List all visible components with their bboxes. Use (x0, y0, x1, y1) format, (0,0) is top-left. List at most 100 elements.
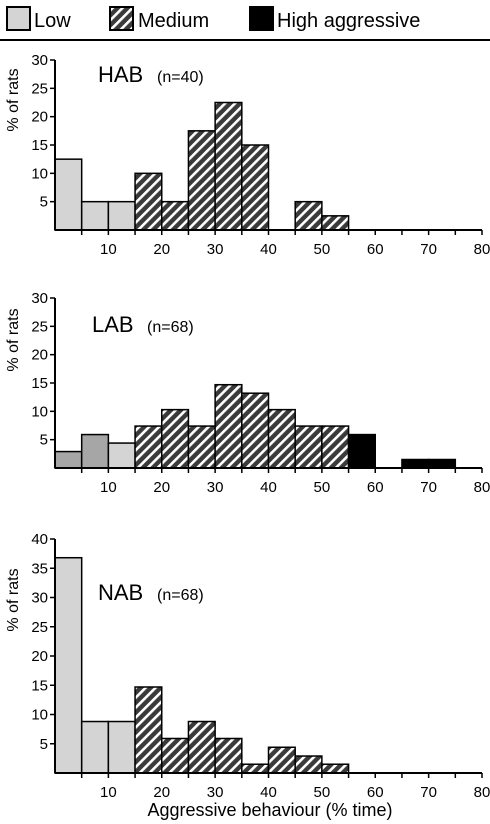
x-tick-label: 70 (420, 241, 437, 258)
x-tick-label: 30 (207, 479, 224, 496)
histogram-bar-low (80, 720, 110, 774)
histogram-bar-low (107, 442, 136, 469)
y-tick-label: 25 (31, 80, 48, 97)
y-tick-label: 30 (31, 52, 48, 69)
x-tick-label: 10 (100, 479, 117, 496)
x-tick-label: 60 (367, 241, 384, 258)
x-tick-label: 30 (207, 241, 224, 258)
x-tick-label: 40 (260, 784, 277, 801)
histogram-bar-medium (241, 144, 270, 231)
histogram-bar-low (107, 720, 136, 774)
x-tick-label: 70 (420, 479, 437, 496)
panel-lab: LAB (n=68) % of rats 5 10 15 20 25 30 10 20 30 40… (5, 290, 490, 496)
y-tick-label: 10 (31, 707, 48, 724)
y-tick-label: 20 (31, 109, 48, 126)
x-tick-label: 80 (474, 241, 490, 258)
histogram-bar-low (54, 556, 83, 774)
x-tick-label: 80 (474, 479, 490, 496)
histogram-bar-medium (267, 408, 296, 469)
legend-swatch-low (6, 6, 31, 31)
x-tick-label: 50 (314, 241, 331, 258)
x-tick-label: 30 (207, 784, 224, 801)
histogram-bar-medium (134, 172, 163, 231)
histogram-bar-medium (161, 200, 190, 231)
y-tick-label: 15 (31, 137, 48, 154)
y-tick-label: 15 (31, 677, 48, 694)
y-tick-label: 25 (31, 318, 48, 335)
panel-n-label: (n=68) (147, 319, 194, 336)
y-tick-label: 20 (31, 347, 48, 364)
histogram-bar-high (347, 433, 376, 469)
histogram-bar-medium (294, 200, 323, 231)
legend-label-medium: Medium (138, 10, 209, 32)
panel-hab: HAB (n=40) % of rats 5 10 15 20 25 30 10 20 30 40… (5, 52, 490, 258)
x-tick-label: 60 (367, 784, 384, 801)
x-tick-label: 20 (153, 784, 170, 801)
histogram-bar-medium (321, 215, 350, 231)
histogram-bar-low (80, 433, 110, 469)
histogram-bar-medium (214, 383, 243, 469)
histogram-bar-medium (214, 101, 243, 231)
histogram-bar-medium (161, 408, 190, 469)
legend-label-low: Low (34, 10, 71, 32)
histogram-bar-medium (214, 737, 243, 774)
y-tick-label: 5 (40, 736, 48, 753)
legend-label-high: High aggressive (277, 10, 420, 32)
panel-title: LAB (92, 312, 134, 337)
legend-swatch-medium (109, 6, 134, 31)
histogram-bar-medium (321, 425, 350, 469)
x-tick-label: 40 (260, 241, 277, 258)
histogram-bar-medium (241, 763, 270, 774)
histogram-bar-low (54, 158, 83, 231)
x-tick-label: 20 (153, 479, 170, 496)
histogram-bar-medium (161, 737, 190, 774)
y-axis-label: % of rats (5, 68, 22, 131)
panel-n-label: (n=40) (157, 69, 204, 86)
panel-nab: NAB (n=68) % of rats Aggressive behaviou… (5, 531, 490, 820)
histogram-bar-low (54, 450, 83, 469)
y-tick-label: 25 (31, 619, 48, 636)
histogram-bar-medium (294, 755, 323, 774)
histogram-bar-high (401, 458, 430, 469)
x-tick-label: 70 (420, 784, 437, 801)
x-tick-label: 40 (260, 479, 277, 496)
histogram-bar-medium (187, 130, 216, 231)
histogram-bar-medium (187, 720, 216, 774)
legend-swatch-high (249, 6, 274, 31)
histogram-bar-high (427, 458, 457, 469)
x-tick-label: 80 (474, 784, 490, 801)
x-tick-label: 10 (100, 241, 117, 258)
histogram-bar-medium (267, 746, 296, 774)
histogram-bar-low (107, 200, 136, 231)
panel-title: NAB (98, 580, 143, 605)
x-tick-label: 60 (367, 479, 384, 496)
x-axis-label: Aggressive behaviour (% time) (147, 800, 392, 820)
panel-title: HAB (98, 62, 143, 87)
histogram-bar-low (80, 200, 110, 231)
histogram-bar-medium (241, 392, 270, 469)
y-tick-label: 5 (40, 432, 48, 449)
y-tick-label: 30 (31, 590, 48, 607)
y-tick-label: 15 (31, 375, 48, 392)
panel-n-label: (n=68) (157, 587, 204, 604)
y-tick-label: 10 (31, 403, 48, 420)
y-tick-label: 20 (31, 648, 48, 665)
histogram-bar-medium (294, 425, 323, 469)
y-axis-label: % of rats (5, 568, 22, 631)
y-tick-label: 40 (31, 531, 48, 548)
histogram-bar-medium (321, 763, 350, 774)
y-tick-label: 35 (31, 560, 48, 577)
y-tick-label: 5 (40, 194, 48, 211)
histogram-bar-medium (134, 425, 163, 469)
y-axis-label: % of rats (5, 308, 22, 371)
x-tick-label: 10 (100, 784, 117, 801)
legend: Low Medium High aggressive (0, 6, 490, 41)
x-tick-label: 50 (314, 479, 331, 496)
x-tick-label: 50 (314, 784, 331, 801)
histogram-bar-medium (187, 425, 216, 469)
y-tick-label: 10 (31, 165, 48, 182)
x-tick-label: 20 (153, 241, 170, 258)
histogram-bar-medium (134, 686, 163, 774)
y-tick-label: 30 (31, 290, 48, 307)
